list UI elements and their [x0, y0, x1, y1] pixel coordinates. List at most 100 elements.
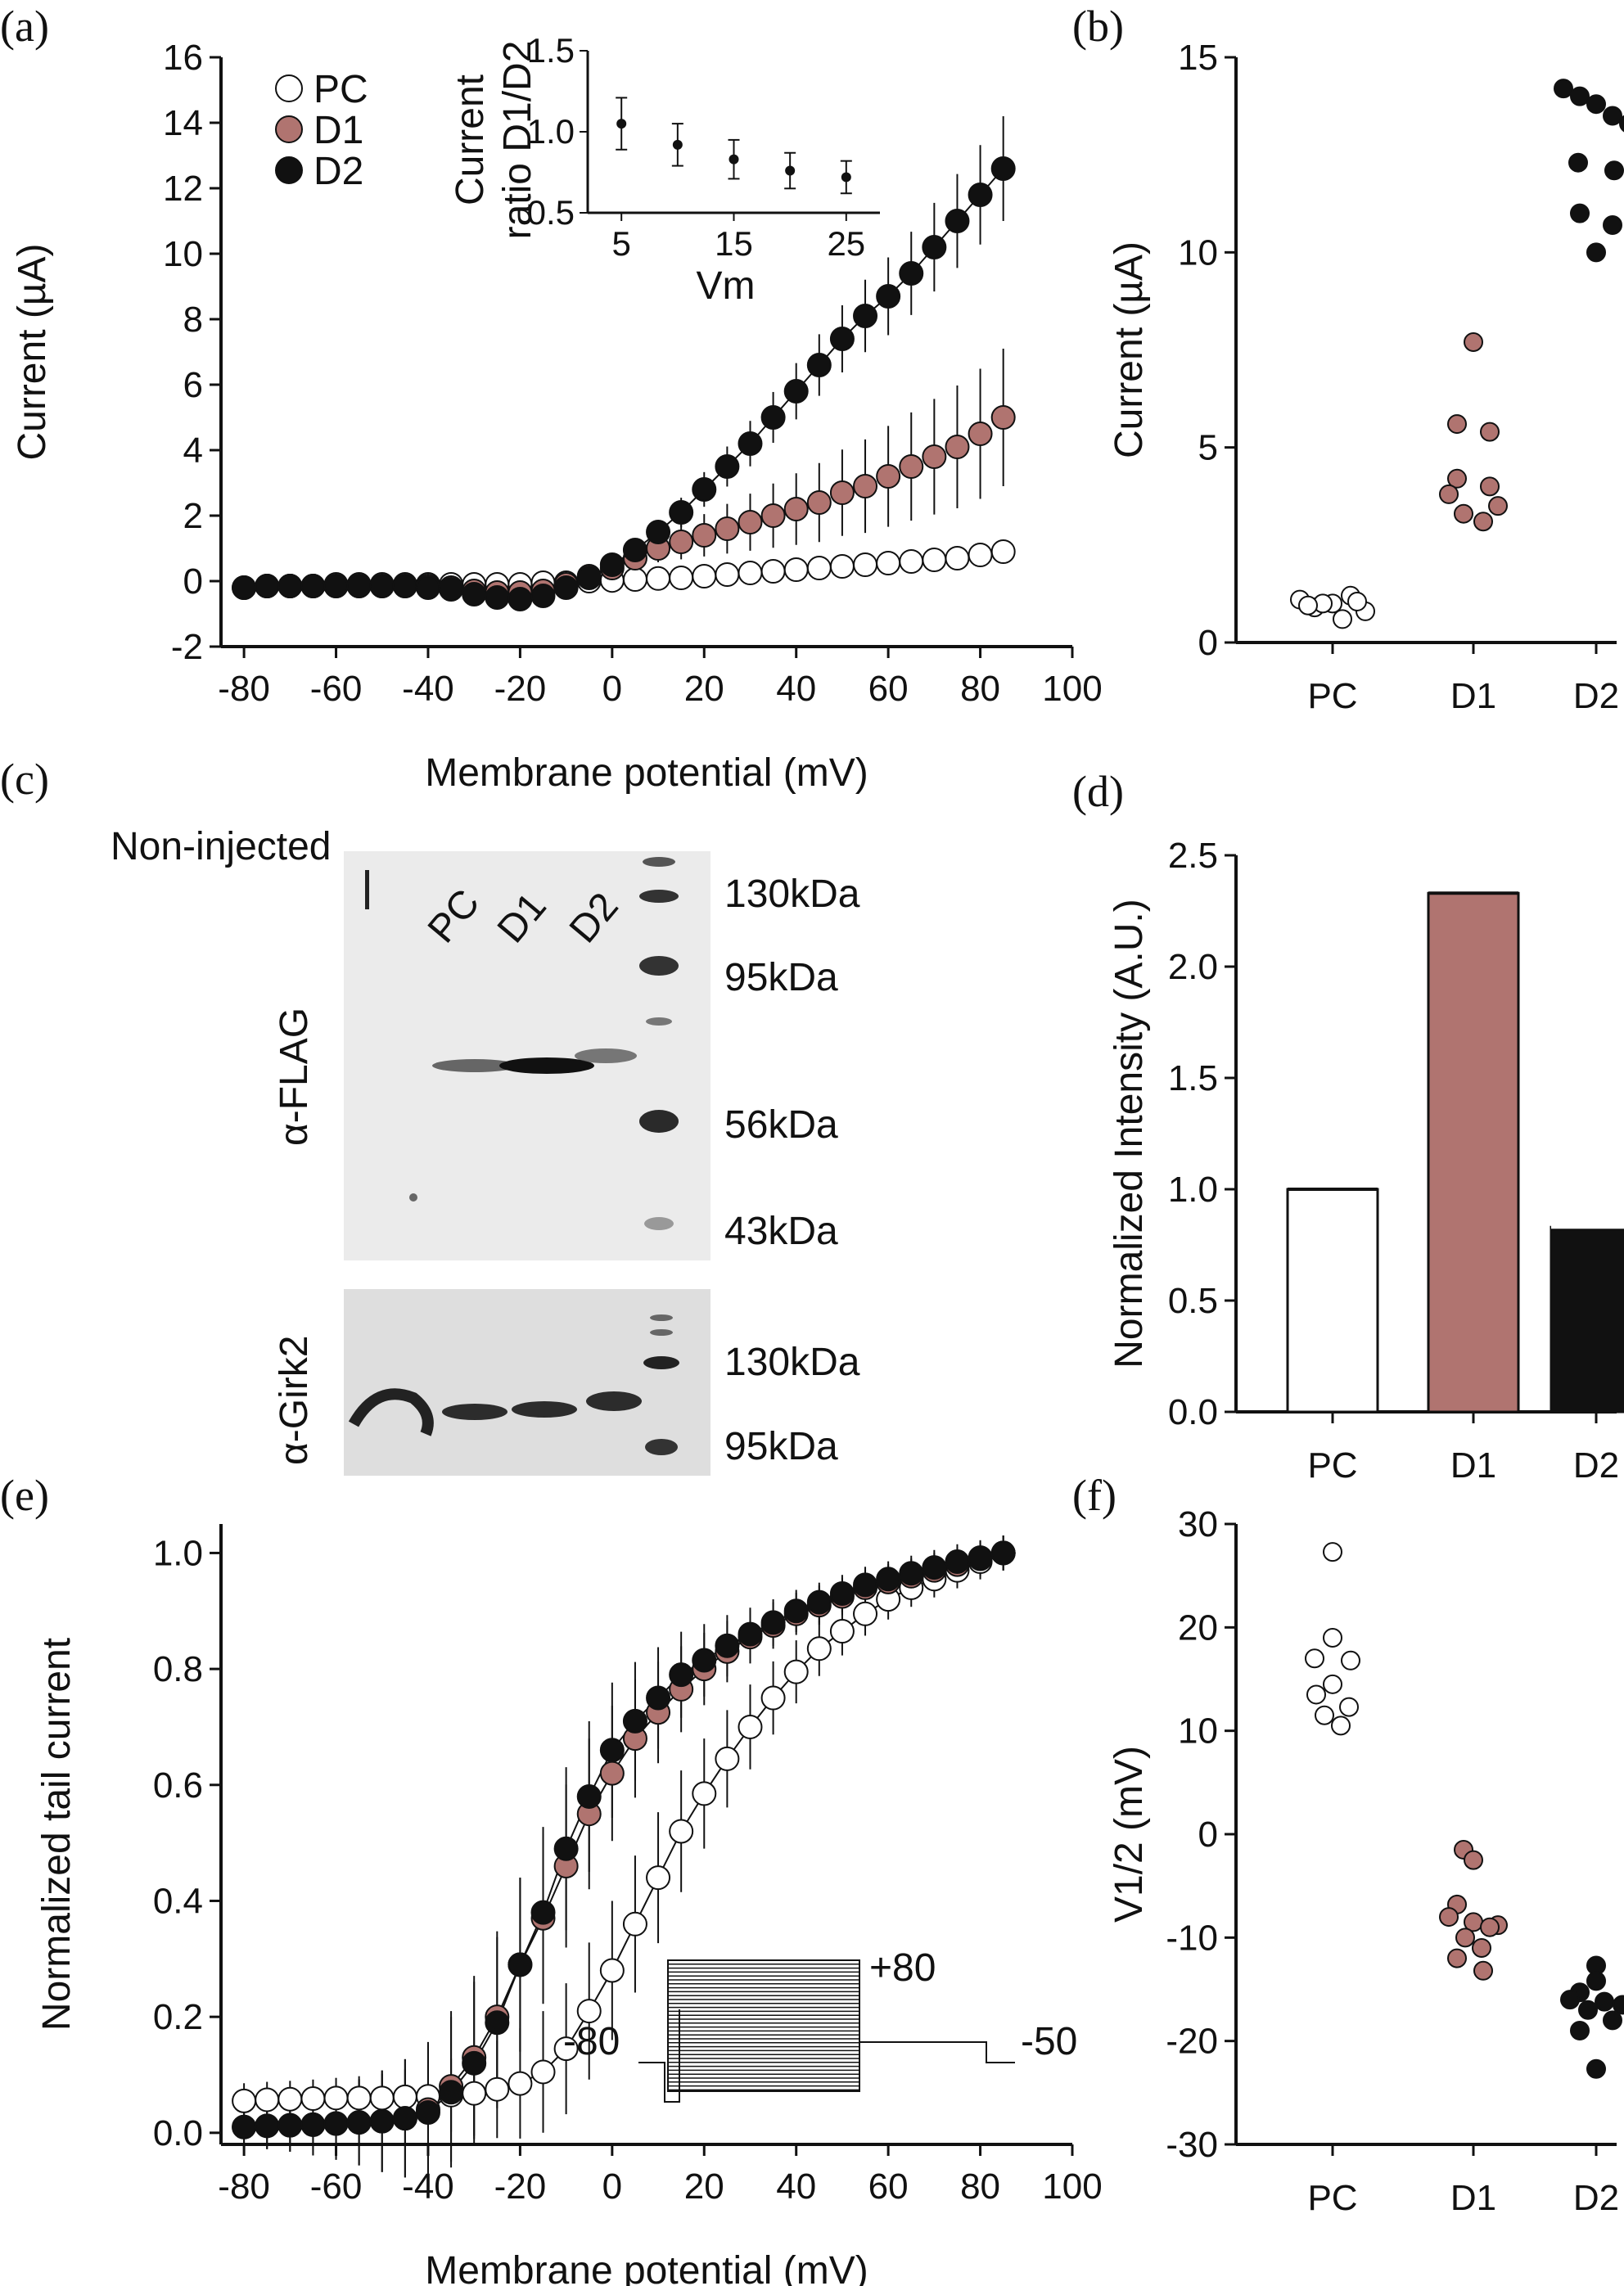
e-point-pc	[346, 2085, 372, 2111]
d-x-tick-label: D1	[1450, 1445, 1496, 1486]
b-y-axis-label: Current (µA)	[1107, 241, 1151, 458]
b-point-d2	[1619, 115, 1624, 133]
ladder-top-1	[643, 857, 675, 867]
a-point-pc	[669, 566, 694, 590]
a-y-tick-label: 6	[183, 365, 203, 405]
inset-point	[672, 139, 683, 150]
band-flag-d2	[575, 1048, 637, 1063]
ladder-bottom-2	[650, 1329, 673, 1336]
a-legend-marker-pc	[275, 74, 303, 102]
d-y-tick-label: 2.5	[1168, 836, 1218, 876]
d-y-tick-label: 1.5	[1168, 1058, 1218, 1098]
d-y-tick-label: 0.0	[1168, 1392, 1218, 1432]
voltage-protocol: -80 +80 -50	[563, 1946, 1077, 2103]
e-point-pc	[738, 1714, 763, 1739]
e-point-d2	[922, 1555, 947, 1580]
a-point-d1	[692, 523, 717, 548]
a-point-d2	[415, 575, 440, 600]
ladder-top-2	[639, 890, 679, 903]
e-point-pc	[323, 2085, 349, 2111]
f-x-tick-label: PC	[1307, 2178, 1357, 2218]
a-point-pc	[783, 557, 809, 582]
marker-130-bottom: 130kDa	[724, 1341, 860, 1384]
panel-letter-e: (e)	[0, 1471, 49, 1520]
e-point-d2	[876, 1567, 901, 1592]
b-y-tick-label: 10	[1178, 232, 1218, 273]
a-point-pc	[968, 543, 993, 567]
e-line-d1	[244, 1552, 1004, 2128]
b-point-d1	[1473, 512, 1493, 532]
d-y-tick-label: 2.0	[1168, 947, 1218, 987]
band-girk-d2	[586, 1391, 642, 1411]
label-alpha-girk2: α-Girk2	[273, 1336, 316, 1465]
a-point-d2	[806, 353, 832, 377]
a-point-d2	[346, 574, 372, 598]
non-injected-tick	[365, 870, 369, 909]
inset-point	[729, 154, 739, 165]
e-y-axis-label: Normalized tail current	[35, 1638, 79, 2031]
a-point-d2	[530, 584, 556, 608]
f-point-pc	[1323, 1674, 1342, 1694]
b-point-pc	[1347, 591, 1367, 611]
e-point-d2	[622, 1708, 647, 1734]
e-point-pc	[692, 1781, 717, 1806]
a-point-d2	[622, 538, 647, 562]
f-point-pc	[1323, 1542, 1342, 1562]
f-point-d2	[1578, 2000, 1598, 2020]
a-y-tick-label: 0	[183, 561, 203, 602]
a-point-d2	[300, 574, 326, 598]
a-point-d1	[899, 454, 924, 479]
a-x-tick-label: 100	[1042, 669, 1102, 709]
e-point-pc	[669, 1819, 694, 1844]
f-x-tick-label: D2	[1573, 2178, 1619, 2218]
a-legend-label-pc: PC	[314, 68, 368, 111]
a-point-pc	[922, 548, 947, 572]
b-x-tick-label: PC	[1307, 676, 1357, 716]
panel-letter-a: (a)	[0, 2, 49, 51]
a-point-pc	[692, 564, 717, 588]
e-x-tick-label: 60	[868, 2167, 909, 2207]
protocol-hold-trace	[638, 2009, 680, 2103]
e-point-pc	[508, 2071, 533, 2096]
band-flag-d1	[499, 1057, 594, 1074]
e-point-d2	[576, 1783, 602, 1809]
e-point-d2	[277, 2112, 303, 2138]
western-blot: Non-injected PC D1 D2 α-FLAG 130kDa 95kD…	[111, 825, 860, 1476]
b-point-d2	[1604, 160, 1624, 181]
e-point-d1	[599, 1761, 625, 1786]
ladder-bottom-1	[650, 1314, 673, 1321]
ladder-bottom-3	[643, 1356, 679, 1369]
f-point-pc	[1323, 1627, 1342, 1648]
e-line-pc	[244, 1552, 1004, 2102]
band-girk-pc	[442, 1404, 508, 1420]
b-point-d2	[1570, 86, 1590, 106]
inset-x-tick-label: 5	[612, 224, 631, 263]
e-x-tick-label: 100	[1042, 2167, 1102, 2207]
a-x-axis-label: Membrane potential (mV)	[425, 751, 868, 795]
a-point-d1	[783, 497, 809, 521]
b-point-d2	[1586, 242, 1606, 263]
e-point-d2	[692, 1648, 717, 1673]
a-point-pc	[738, 561, 763, 585]
a-point-d1	[990, 405, 1016, 430]
ladder-top-4	[646, 1017, 672, 1026]
inset-point	[785, 165, 796, 176]
e-y-tick-label: 0.6	[153, 1765, 203, 1806]
f-point-pc	[1339, 1697, 1359, 1717]
a-point-d1	[806, 490, 832, 515]
a-point-d2	[323, 574, 349, 598]
e-point-d2	[738, 1621, 763, 1647]
a-point-d2	[715, 454, 740, 479]
f-point-d1	[1472, 1937, 1491, 1958]
e-x-tick-label: 0	[602, 2167, 622, 2207]
f-point-d1	[1473, 1960, 1493, 1981]
b-point-d1	[1447, 468, 1467, 489]
f-y-tick-label: 0	[1198, 1815, 1218, 1855]
a-point-d1	[715, 516, 740, 541]
e-point-pc	[853, 1601, 878, 1626]
a-point-d2	[945, 209, 970, 233]
e-x-tick-label: 20	[684, 2167, 724, 2207]
protocol-tail-trace	[859, 2041, 1015, 2063]
a-point-d2	[439, 577, 464, 602]
e-point-pc	[369, 2085, 395, 2111]
